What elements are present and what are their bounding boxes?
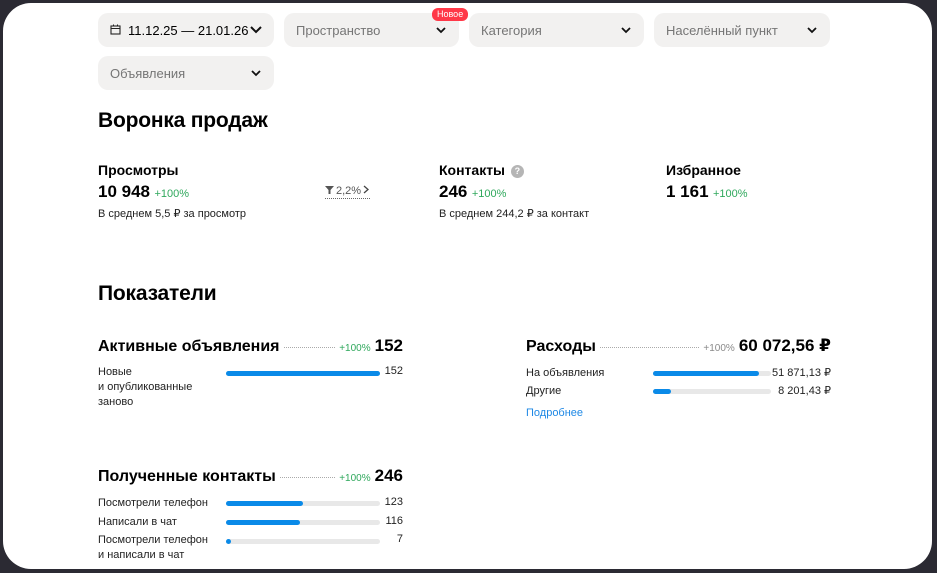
- conversion-value: 2,2%: [336, 185, 362, 197]
- row-value: 7: [396, 533, 403, 545]
- contacts-change: +100%: [471, 188, 507, 200]
- contacts-row: Написали в чат 116: [98, 515, 403, 530]
- space-filter-label: Пространство: [296, 22, 381, 38]
- row-value: 152: [384, 365, 403, 377]
- contacts-note: В среднем 244,2 ₽ за контакт: [439, 208, 590, 220]
- received-contacts-value: 246: [374, 466, 403, 485]
- help-icon[interactable]: ?: [510, 165, 524, 178]
- calendar-icon: [110, 24, 122, 36]
- leader-dots: [279, 477, 336, 478]
- expenses-row: На объявления 51 871,13 ₽: [526, 366, 831, 381]
- contacts-title: Контакты: [439, 162, 506, 178]
- expenses-title: Расходы: [526, 338, 596, 355]
- favorites-value: 1 161: [666, 182, 709, 201]
- chevron-down-icon: [250, 24, 262, 36]
- progress-fill: [653, 389, 671, 394]
- row-label: Посмотрели телефон: [98, 497, 208, 509]
- row-label: Посмотрели телефон и написали в чат: [98, 534, 208, 561]
- active-ads-row: Новые и опубликованные заново 152: [98, 365, 403, 410]
- active-ads-title: Активные объявления: [98, 338, 280, 355]
- active-ads-value: 152: [374, 336, 403, 355]
- expenses-row: Другие 8 201,43 ₽: [526, 384, 831, 399]
- row-label: Новые и опубликованные заново: [98, 366, 193, 408]
- row-value: 123: [384, 496, 403, 508]
- received-contacts-title: Полученные контакты: [98, 468, 276, 485]
- favorites-title: Избранное: [666, 162, 741, 178]
- expenses-value: 60 072,56 ₽: [738, 336, 831, 355]
- contacts-row: Посмотрели телефон 123: [98, 496, 403, 511]
- funnel-title: Воронка продаж: [98, 109, 268, 132]
- locality-filter-label: Населённый пункт: [666, 22, 778, 38]
- row-label: Другие: [526, 385, 562, 397]
- progress-bar: [226, 371, 380, 376]
- funnel-icon: [325, 185, 334, 197]
- locality-filter[interactable]: Населённый пункт: [654, 13, 830, 47]
- progress-bar: [653, 371, 771, 376]
- row-label: На объявления: [526, 367, 605, 379]
- chevron-down-icon: [806, 24, 818, 36]
- details-link[interactable]: Подробнее: [526, 407, 584, 419]
- contacts-metric: Контакты ? 246 +100% В среднем 244,2 ₽ з…: [439, 162, 589, 220]
- leader-dots: [283, 347, 336, 348]
- received-contacts-change: +100%: [339, 473, 371, 484]
- progress-bar: [226, 520, 380, 525]
- row-label: Написали в чат: [98, 516, 177, 528]
- progress-fill: [226, 539, 231, 544]
- new-badge: Новое: [432, 8, 469, 21]
- date-range-filter[interactable]: 11.12.25 — 21.01.26: [98, 13, 274, 47]
- row-value: 51 871,13 ₽: [772, 367, 831, 379]
- expenses-change: +100%: [703, 343, 735, 354]
- active-ads-change: +100%: [339, 343, 371, 354]
- expenses-header: Расходы +100% 60 072,56 ₽: [526, 336, 831, 356]
- ads-filter[interactable]: Объявления: [98, 56, 274, 90]
- row-value: 8 201,43 ₽: [778, 385, 831, 397]
- progress-bar: [226, 539, 380, 544]
- views-value: 10 948: [98, 182, 150, 201]
- category-filter-label: Категория: [481, 22, 542, 38]
- progress-bar: [226, 501, 380, 506]
- chevron-down-icon: [435, 24, 447, 36]
- page-frame: 11.12.25 — 21.01.26 Пространство Новое К…: [3, 3, 932, 569]
- category-filter[interactable]: Категория: [469, 13, 644, 47]
- favorites-change: +100%: [713, 188, 748, 200]
- row-value: 116: [385, 515, 403, 527]
- views-change: +100%: [154, 188, 190, 200]
- progress-fill: [226, 520, 300, 525]
- progress-bar: [653, 389, 771, 394]
- views-metric: Просмотры 10 948 +100% В среднем 5,5 ₽ з…: [98, 162, 246, 220]
- space-filter[interactable]: Пространство: [284, 13, 459, 47]
- progress-fill: [226, 501, 303, 506]
- leader-dots: [599, 347, 700, 348]
- conversion-link[interactable]: 2,2%: [325, 185, 371, 199]
- views-note: В среднем 5,5 ₽ за просмотр: [98, 208, 247, 220]
- chevron-right-icon: [363, 185, 370, 197]
- contacts-row: Посмотрели телефон и написали в чат 7: [98, 533, 403, 563]
- date-range-label: 11.12.25 — 21.01.26: [128, 22, 249, 38]
- views-title: Просмотры: [98, 162, 179, 178]
- active-ads-header: Активные объявления +100% 152: [98, 336, 403, 356]
- contacts-value: 246: [439, 182, 468, 201]
- received-contacts-header: Полученные контакты +100% 246: [98, 466, 403, 486]
- metrics-title: Показатели: [98, 282, 217, 305]
- chevron-down-icon: [620, 24, 632, 36]
- progress-fill: [653, 371, 760, 376]
- progress-fill: [226, 371, 380, 376]
- favorites-metric: Избранное 1 161 +100%: [666, 162, 748, 202]
- ads-filter-label: Объявления: [110, 65, 186, 81]
- chevron-down-icon: [250, 67, 262, 79]
